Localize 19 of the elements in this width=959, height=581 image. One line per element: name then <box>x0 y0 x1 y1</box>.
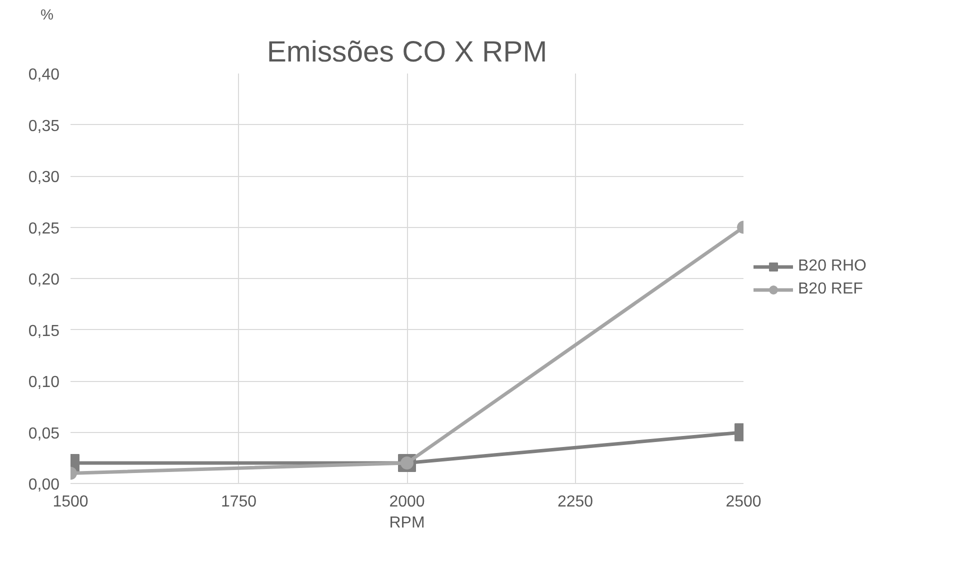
y-tick-label: 0,25 <box>28 220 60 238</box>
chart-title: Emissões CO X RPM <box>266 36 548 68</box>
y-tick-label: 0,35 <box>28 118 60 135</box>
x-tick-label: 1500 <box>52 494 88 510</box>
x-axis-title: RPM <box>389 514 425 532</box>
y-tick-label: 0,15 <box>28 322 60 340</box>
x-tick-label: 2250 <box>557 494 594 510</box>
x-tick-label: 1750 <box>220 494 257 510</box>
y-tick-label: 0,20 <box>28 272 60 288</box>
y-axis-title: % <box>40 8 54 24</box>
x-tick-label: 2500 <box>726 494 762 510</box>
legend-label: B20 REF <box>798 280 863 298</box>
y-tick-label: 0,10 <box>28 374 60 391</box>
y-tick-label: 0,05 <box>28 425 60 442</box>
legend-label: B20 RHO <box>798 258 866 276</box>
x-tick-label: 2000 <box>389 494 425 510</box>
y-tick-label: 0,30 <box>28 169 60 186</box>
y-tick-label: 0,40 <box>28 66 60 84</box>
y-tick-label: 0,00 <box>28 476 60 494</box>
